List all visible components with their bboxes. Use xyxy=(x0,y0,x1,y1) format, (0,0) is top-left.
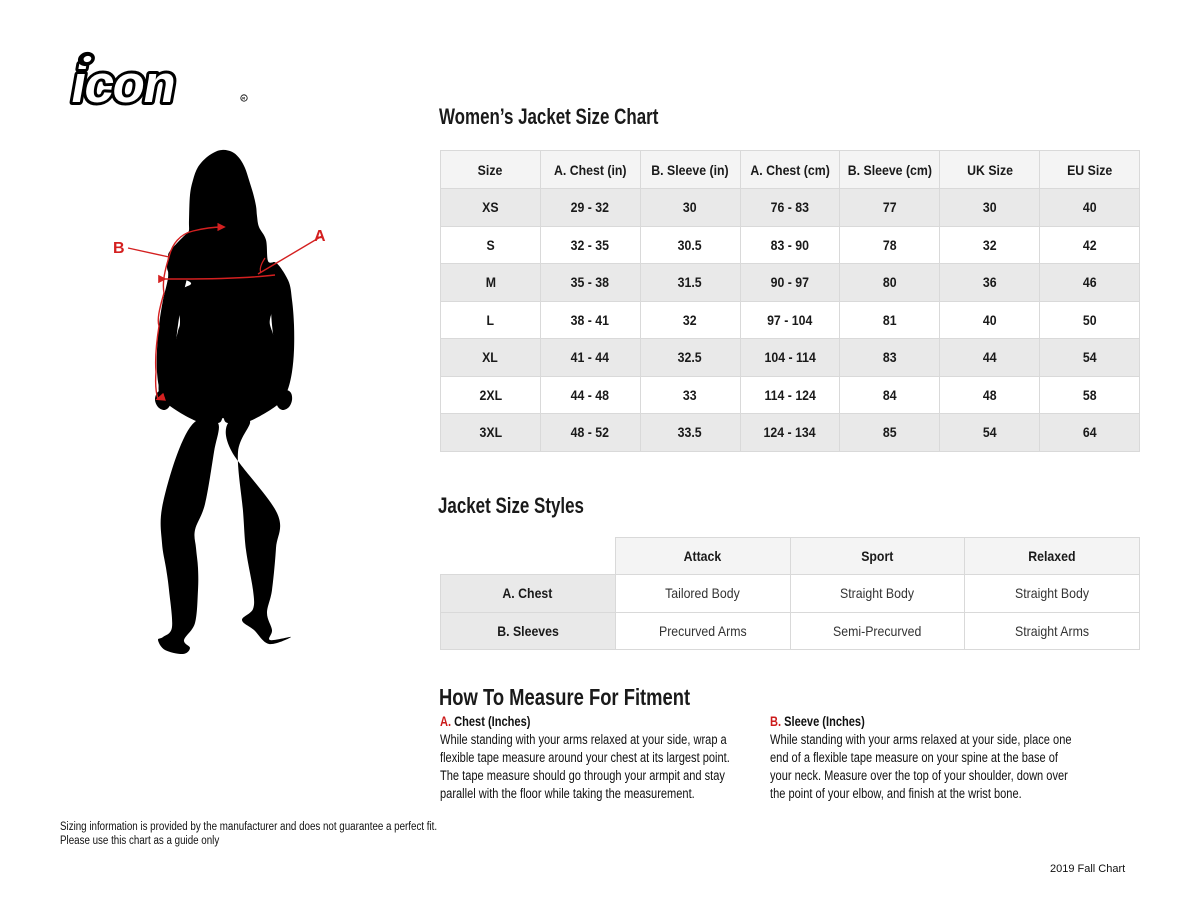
svg-text:B: B xyxy=(113,240,125,257)
svg-text:A: A xyxy=(314,228,326,245)
